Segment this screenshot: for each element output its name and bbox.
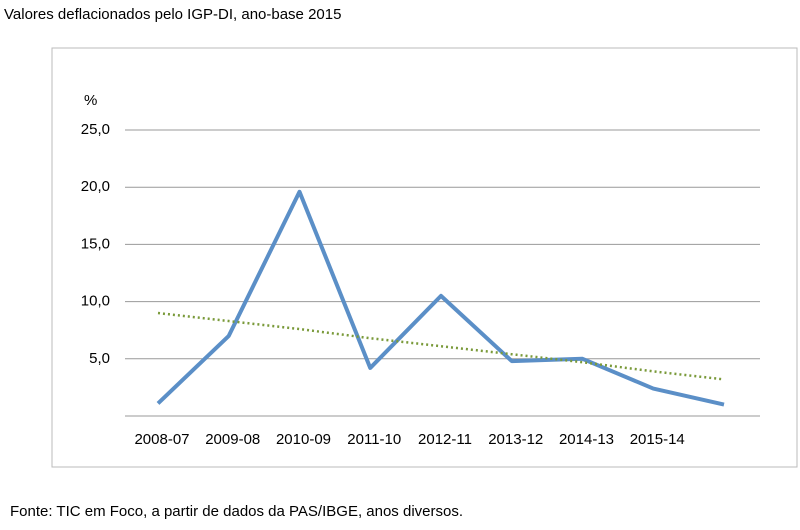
x-tick-label: 2012-11 (418, 431, 472, 448)
x-tick-label: 2011-10 (347, 431, 401, 448)
y-tick-label: 5,0 (89, 350, 110, 367)
y-tick-label: 15,0 (81, 235, 110, 252)
trend-line (157, 311, 725, 381)
source-note: Fonte: TIC em Foco, a partir de dados da… (10, 503, 463, 520)
x-tick-label: 2015-14 (630, 431, 685, 448)
x-tick-label: 2009-08 (205, 431, 260, 448)
x-tick-label: 2014-13 (559, 431, 614, 448)
x-tick-label: 2008-07 (134, 431, 189, 448)
data-line (156, 189, 725, 407)
chart-title: Valores deflacionados pelo IGP-DI, ano-b… (4, 6, 341, 23)
y-axis-label: % (84, 92, 97, 109)
x-tick-label: 2010-09 (276, 431, 331, 448)
x-tick-label: 2013-12 (488, 431, 543, 448)
y-tick-label: 20,0 (81, 178, 110, 195)
chart-frame (51, 47, 798, 468)
y-tick-label: 10,0 (81, 293, 110, 310)
y-tick-label: 25,0 (81, 121, 110, 138)
